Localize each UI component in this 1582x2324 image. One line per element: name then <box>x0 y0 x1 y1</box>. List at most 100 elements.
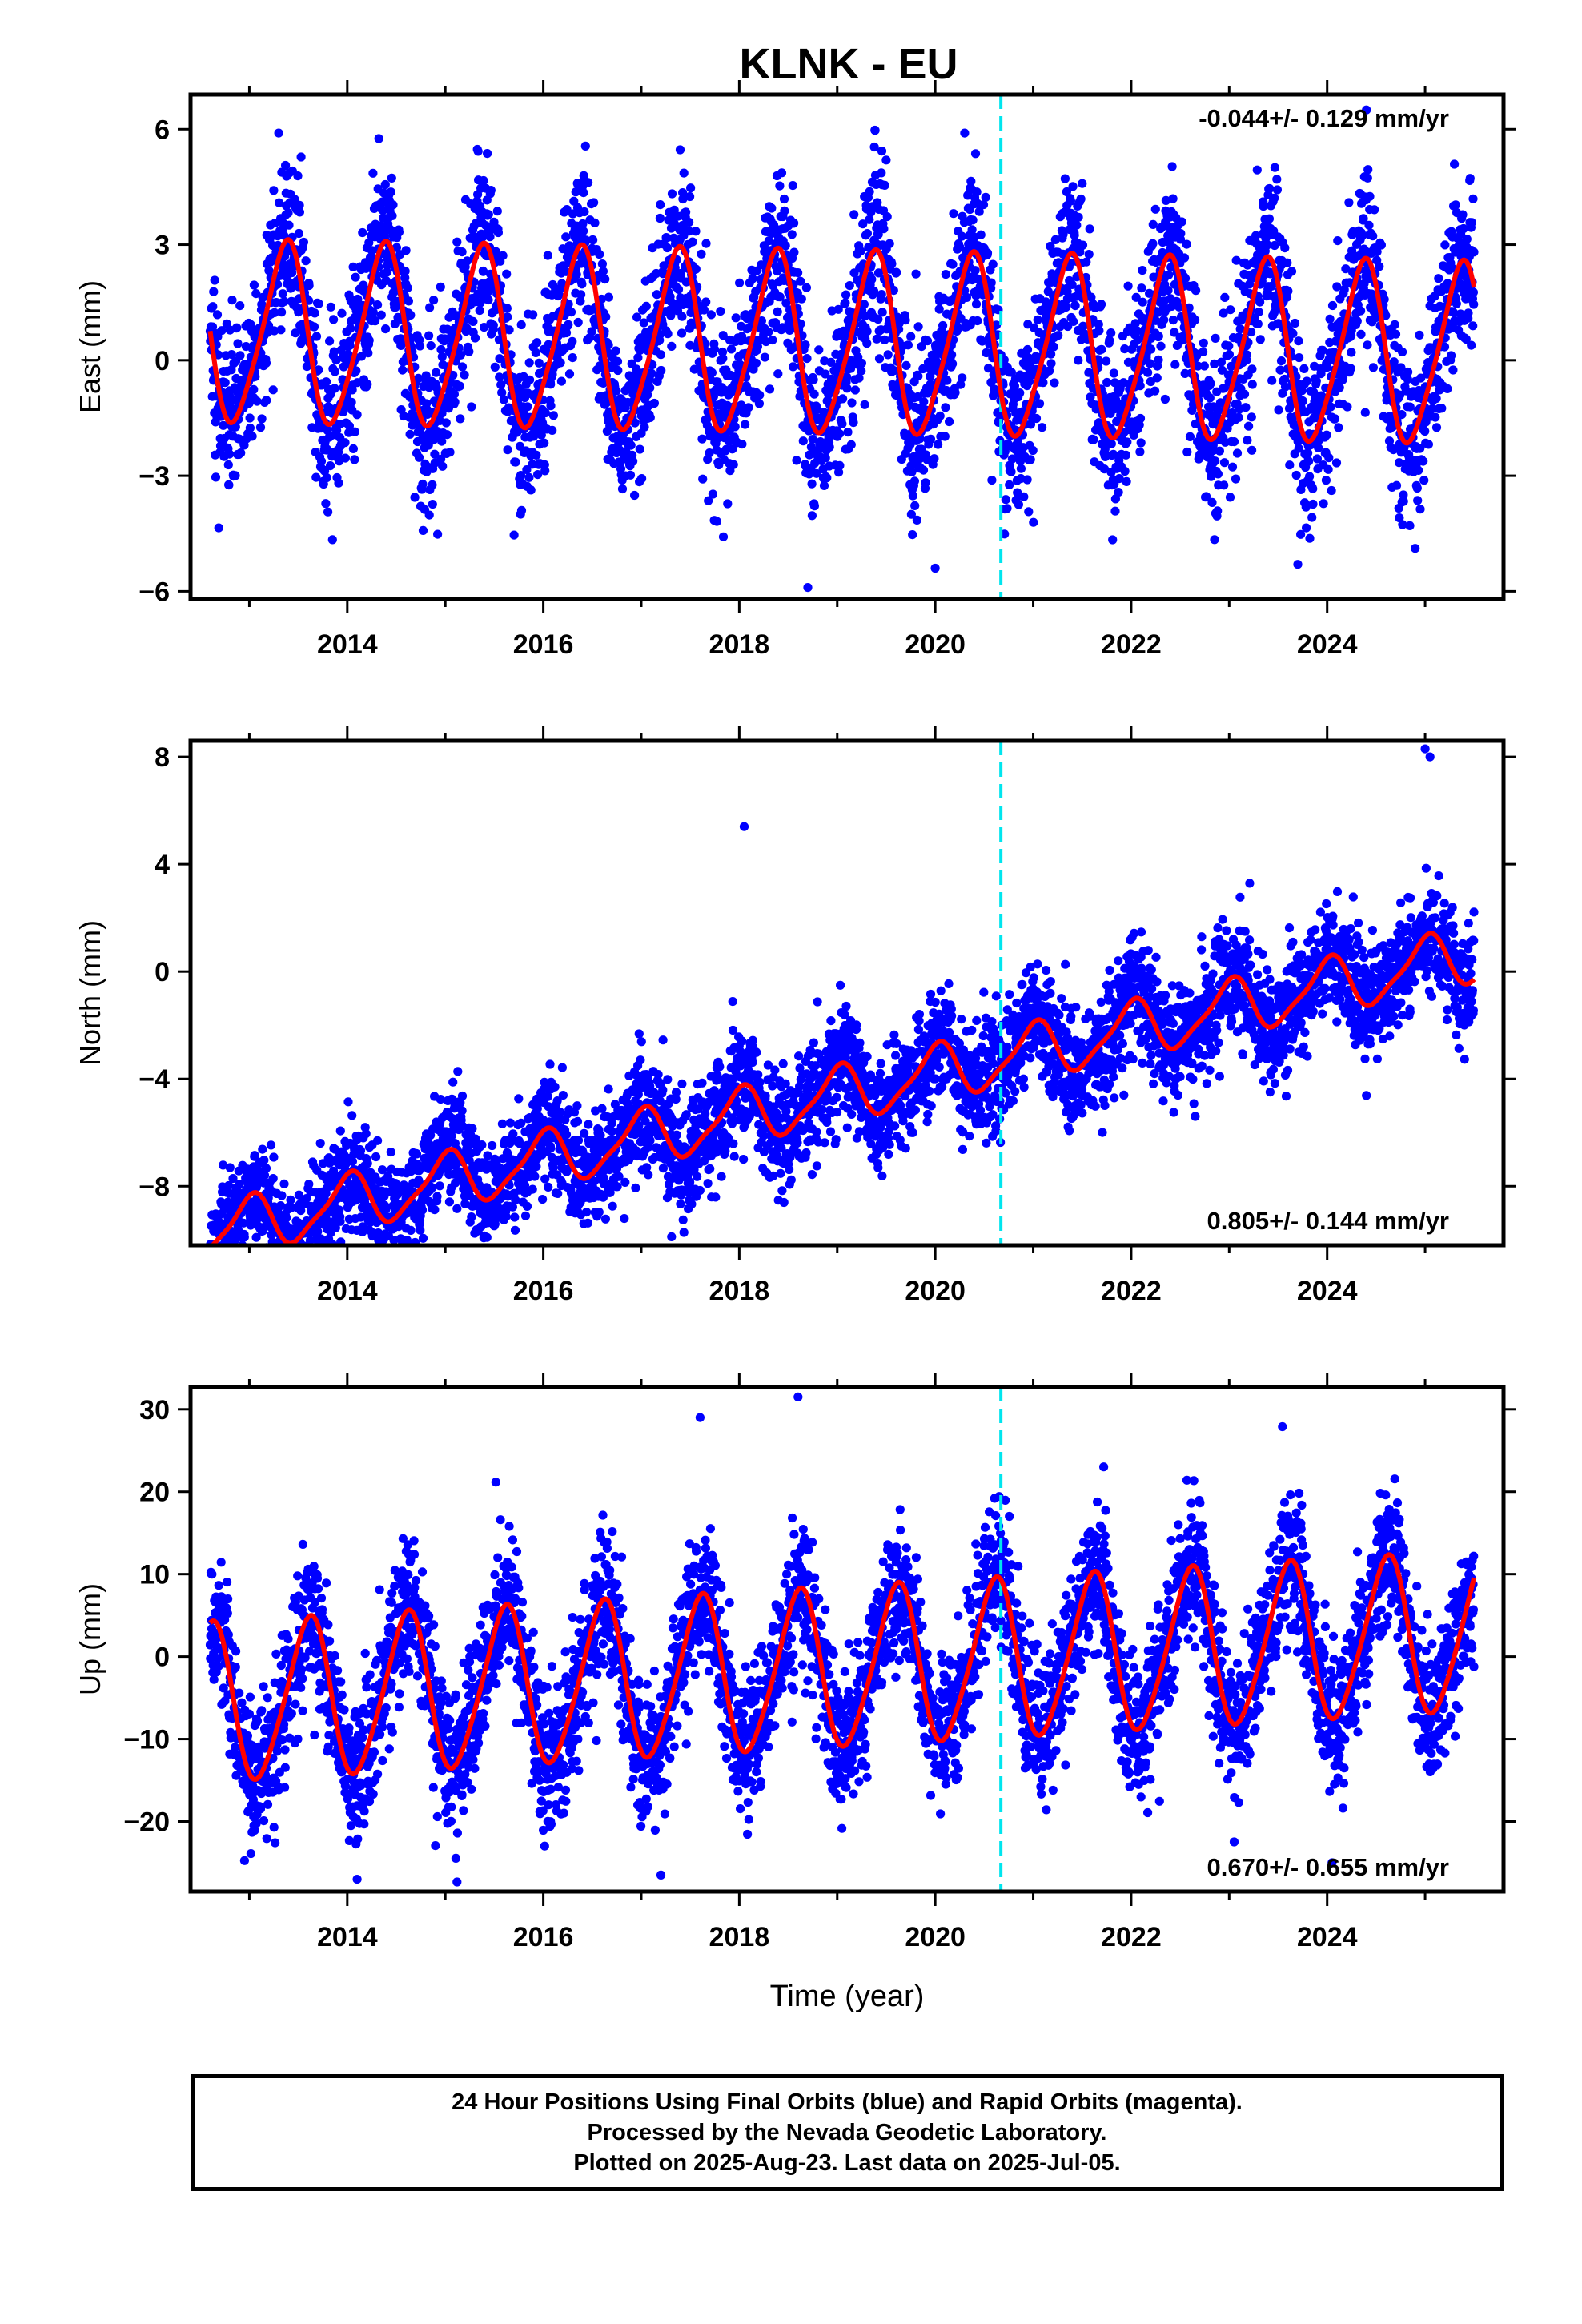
east-data-point <box>1305 472 1315 481</box>
east-data-point <box>849 418 858 428</box>
east-data-point <box>247 432 257 441</box>
east-data-point <box>283 208 293 218</box>
east-data-point <box>701 239 711 248</box>
east-data-point <box>1247 445 1257 455</box>
east-data-point <box>1295 353 1304 363</box>
east-data-point <box>279 231 289 240</box>
east-data-point <box>1368 231 1378 241</box>
east-data-point <box>1219 480 1229 490</box>
east-data-point <box>697 249 706 259</box>
east-data-point <box>849 210 859 219</box>
east-data-point <box>532 338 542 348</box>
north-data-point <box>277 1191 287 1200</box>
east-data-point <box>1327 485 1336 496</box>
east-data-point <box>901 316 910 325</box>
east-data-point <box>579 226 588 236</box>
east-data-point <box>1220 292 1230 302</box>
east-data-point <box>405 429 415 439</box>
east-data-point <box>1467 340 1476 350</box>
east-data-point <box>1014 500 1023 509</box>
east-data-point <box>1016 464 1026 473</box>
north-data-point <box>271 1271 279 1280</box>
north-data-point <box>256 1262 265 1271</box>
north-data-point <box>276 1246 285 1255</box>
north-data-point <box>279 1279 287 1288</box>
east-data-point <box>276 325 286 335</box>
north-data-point <box>302 1264 311 1273</box>
north-data-point <box>275 1268 284 1277</box>
east-data-point <box>217 326 227 336</box>
east-data-point <box>368 308 378 317</box>
east-data-point <box>293 171 303 181</box>
east-data-point <box>406 310 416 320</box>
east-data-point <box>380 179 390 190</box>
east-data-point <box>1241 403 1251 412</box>
east-data-point <box>1431 412 1440 422</box>
east-data-point <box>1109 368 1118 378</box>
east-data-point <box>942 376 952 385</box>
east-data-point <box>452 237 462 247</box>
east-data-point <box>1287 267 1297 276</box>
east-data-point <box>835 460 845 471</box>
east-data-point <box>940 432 950 441</box>
north-data-point <box>287 1262 295 1271</box>
east-data-point <box>540 438 549 448</box>
east-data-point <box>1231 474 1241 484</box>
east-data-point <box>1076 194 1086 204</box>
east-data-point <box>906 332 916 341</box>
east-data-point <box>440 334 450 344</box>
east-data-point <box>257 414 267 424</box>
east-data-point <box>424 331 434 340</box>
east-data-point <box>1324 453 1334 463</box>
east-data-point <box>1459 223 1468 234</box>
east-data-point <box>934 304 944 314</box>
east-data-point <box>450 397 460 407</box>
east-data-point <box>358 227 367 238</box>
east-data-point <box>381 324 391 334</box>
east-data-point <box>299 237 308 247</box>
east-data-point <box>329 315 339 324</box>
east-data-point <box>524 472 534 482</box>
east-data-point <box>809 389 819 399</box>
east-data-point <box>1062 301 1071 311</box>
east-data-point <box>860 400 869 409</box>
east-data-point <box>410 493 420 502</box>
east-data-point <box>214 523 223 533</box>
north-data-point <box>213 1247 222 1256</box>
east-data-point <box>1464 308 1473 318</box>
east-data-point <box>988 259 998 269</box>
east-data-point <box>1105 336 1114 345</box>
east-data-point <box>846 440 856 449</box>
east-data-point <box>1411 544 1420 553</box>
east-data-point <box>1252 165 1262 175</box>
east-data-point <box>1164 270 1174 279</box>
east-data-point <box>948 259 958 269</box>
east-data-point <box>457 362 468 372</box>
east-data-point <box>801 283 812 292</box>
east-data-point <box>968 215 978 225</box>
east-data-point <box>346 324 355 333</box>
east-data-point <box>1213 506 1223 516</box>
east-data-point <box>1068 182 1078 191</box>
east-data-point <box>340 438 350 448</box>
east-data-point <box>798 436 808 446</box>
east-data-point <box>667 341 677 351</box>
north-data-point <box>303 1286 311 1295</box>
east-data-point <box>825 442 834 452</box>
north-data-point <box>275 1279 284 1288</box>
east-data-point <box>1135 381 1145 391</box>
east-data-point <box>1458 210 1468 219</box>
east-data-point <box>1001 495 1010 505</box>
east-outlier-point <box>930 563 940 573</box>
east-data-point <box>1185 432 1195 442</box>
east-data-point <box>1413 496 1423 505</box>
east-data-point <box>793 268 803 278</box>
east-data-point <box>348 262 358 271</box>
east-data-point <box>857 358 866 368</box>
east-data-point <box>1106 328 1116 338</box>
north-data-point <box>212 1265 221 1273</box>
east-data-point <box>1253 319 1263 328</box>
east-data-point <box>262 396 271 405</box>
east-data-point <box>534 358 544 368</box>
east-data-point <box>1143 368 1153 377</box>
